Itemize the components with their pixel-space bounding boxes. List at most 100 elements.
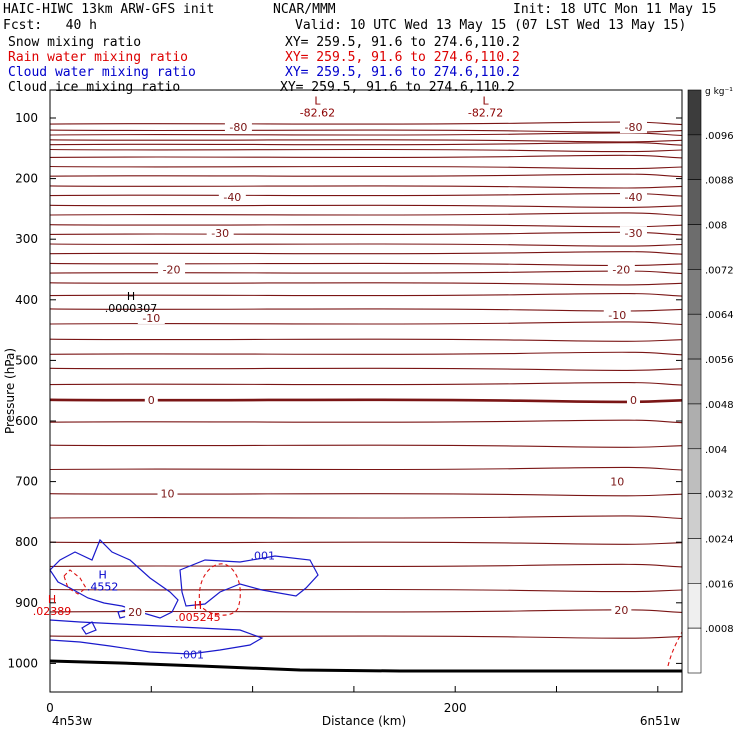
isotherm-label-bg	[603, 307, 631, 321]
isotherm-label-bg	[125, 604, 146, 618]
colorbar-label: .0024	[705, 534, 734, 545]
forecast-hour: Fcst: 40 h	[3, 18, 97, 33]
isotherm-line	[49, 132, 683, 137]
colorbar-swatch	[687, 403, 702, 450]
y-tick-label: 100	[15, 111, 38, 125]
extremum-value: .005245	[175, 611, 221, 624]
colorbar-swatch	[687, 627, 702, 674]
y-tick-label: 1000	[7, 656, 38, 670]
extremum-value: .02389	[33, 605, 72, 618]
extremum-value: .4552	[87, 581, 119, 594]
isotherm-label-bg	[158, 262, 186, 276]
isotherm-line	[49, 515, 683, 520]
isotherm-line	[49, 142, 683, 146]
isotherm-label: -80	[625, 121, 643, 134]
x-tick-label: 0	[46, 701, 54, 715]
field-rain-label: Rain water mixing ratio	[8, 50, 189, 65]
colorbar-swatch	[687, 448, 702, 494]
y-tick-label: 500	[15, 353, 38, 367]
isotherm-line	[49, 224, 683, 228]
isotherm-line	[49, 204, 683, 208]
isotherm-label: 0	[148, 394, 155, 407]
extremum-marker: L	[483, 95, 490, 108]
isotherm-line	[49, 148, 683, 153]
isotherm-line	[49, 398, 683, 404]
field-cloudice-label: Cloud ice mixing ratio	[8, 80, 181, 95]
colorbar-unit: g kg⁻¹	[705, 87, 733, 97]
isotherm-line	[49, 466, 683, 471]
model-title: HAIC-HIWC 13km ARW-GFS init	[3, 2, 215, 17]
isotherm-label: 10	[161, 488, 175, 501]
isotherm-label: -10	[608, 309, 626, 322]
y-tick-label: 600	[15, 414, 38, 428]
isotherm-line	[49, 121, 683, 126]
colorbar-label: .0048	[705, 400, 734, 411]
rain-water-contours	[63, 563, 683, 667]
colorbar-label: .008	[705, 221, 727, 232]
colorbar-swatch	[687, 358, 702, 405]
y-tick-label: 900	[15, 596, 38, 610]
isotherm-label: -20	[612, 264, 630, 277]
isotherm-label: 0	[630, 394, 637, 407]
isotherm-line	[49, 419, 683, 424]
isotherm-line	[49, 262, 683, 267]
isotherm-line	[49, 609, 683, 613]
isotherm-label-bg	[157, 486, 178, 500]
extremum-marker: H	[99, 569, 107, 582]
plot-frame	[49, 89, 683, 693]
cloud-water-contour	[49, 619, 264, 655]
colorbar-label: .0072	[705, 265, 734, 276]
x-axis-title: Distance (km)	[322, 714, 406, 728]
extremum-marker: H	[127, 290, 135, 303]
isotherm-label-bg	[619, 226, 647, 240]
x-endpoint-left: 4n53w	[52, 714, 93, 728]
isotherm-label: -30	[211, 227, 229, 240]
colorbar-swatch	[687, 313, 702, 360]
annotations: -80 -80 -40 -40 -30 -30 -20 -20 -10 -10 0 0 10 10 20 20…	[33, 95, 647, 661]
isotherm-label: 20	[614, 604, 628, 617]
cloud-water-contours	[49, 538, 319, 655]
colorbar-swatch	[687, 89, 702, 136]
isotherm-line	[49, 588, 683, 593]
colorbar-swatch	[687, 583, 702, 629]
extremum-marker: H	[194, 599, 202, 612]
isotherm-label-bg	[619, 189, 647, 203]
colorbar-swatch	[687, 538, 702, 584]
isotherm-line	[49, 165, 683, 170]
y-tick-label: 700	[15, 475, 38, 489]
isotherm-line	[49, 129, 683, 133]
isotherm-line	[49, 231, 683, 236]
isotherm-label-bg	[607, 474, 628, 488]
colorbar-swatch	[687, 224, 702, 270]
isotherm-label-bg	[611, 603, 632, 617]
isotherm-label: 20	[128, 606, 142, 619]
isotherm-line	[49, 282, 683, 286]
isotherm-line	[49, 321, 683, 326]
y-tick-label: 400	[15, 293, 38, 307]
field-snow-label: Snow mixing ratio	[8, 35, 142, 50]
extremum-marker: L	[314, 95, 321, 108]
rain-water-contour	[198, 563, 241, 616]
isotherm-label-bg	[218, 189, 246, 203]
isotherm-line	[49, 154, 683, 159]
isotherm-line	[49, 243, 683, 247]
isotherm-line	[49, 193, 683, 197]
cloud-water-contour	[49, 538, 179, 619]
colorbar-label: .0008	[705, 624, 734, 635]
isotherm-line	[49, 251, 683, 255]
extremum-value: -82.72	[468, 107, 503, 120]
isotherm-label: -80	[229, 121, 247, 134]
isotherm-line	[49, 338, 683, 342]
init-time: Init: 18 UTC Mon 11 May 15	[513, 2, 717, 17]
org-label: NCAR/MMM	[273, 2, 336, 17]
colorbar: .0096 .0088 .008 .0072 .0064 .0056 .0048 .004 .0…	[687, 87, 734, 674]
isotherm-line	[49, 382, 683, 386]
isotherm-label: -40	[223, 191, 241, 204]
y-axis-title: Pressure (hPa)	[3, 348, 17, 434]
colorbar-swatch	[687, 179, 702, 225]
extremum-value: .0000307	[105, 302, 158, 315]
isotherm-label: -40	[625, 191, 643, 204]
isotherm-line	[49, 212, 683, 217]
